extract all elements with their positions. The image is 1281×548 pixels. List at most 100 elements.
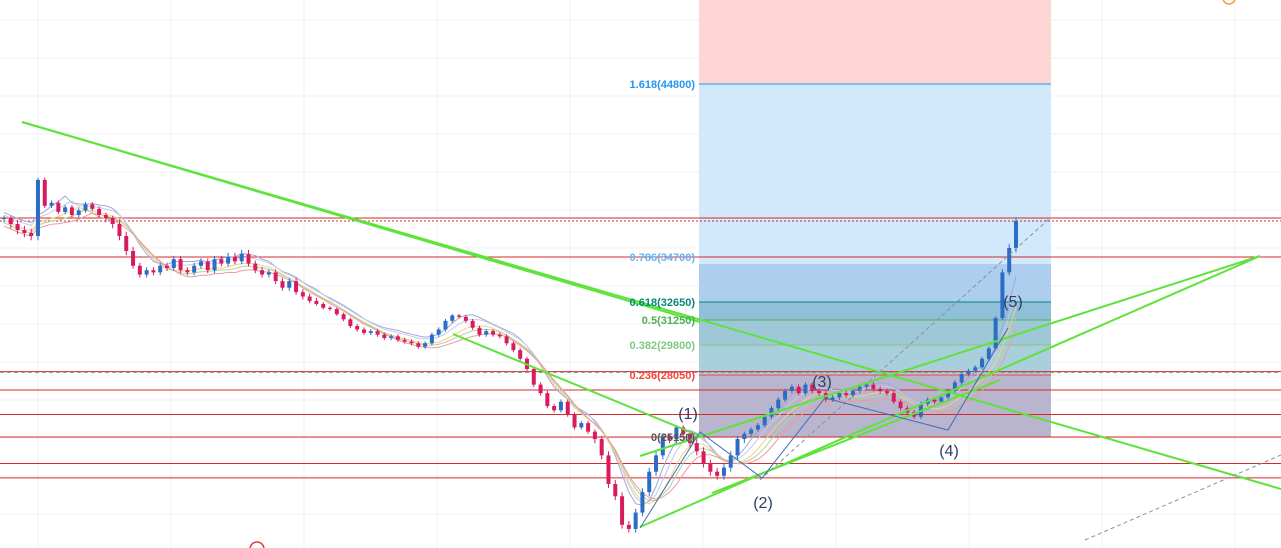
candle-body <box>69 207 74 215</box>
candle-body <box>348 319 353 327</box>
wave-label: (1) <box>678 406 698 423</box>
candle-body <box>280 281 285 288</box>
elliott-wave-path <box>639 327 1009 529</box>
candle-body <box>511 343 516 351</box>
candle-body <box>185 270 190 273</box>
candle-body <box>932 399 937 402</box>
fib-zone-red <box>699 0 1051 84</box>
candle-body <box>300 292 305 297</box>
candle-body <box>565 401 570 415</box>
candle-body <box>375 331 380 335</box>
candle-body <box>504 336 509 344</box>
candle-body <box>83 204 88 211</box>
fib-label: 0.382(29800) <box>630 340 696 352</box>
candle-body <box>266 272 271 275</box>
candle-body <box>2 218 6 219</box>
candle-body <box>144 270 149 275</box>
candle-body <box>1007 248 1012 273</box>
candle-body <box>538 384 543 394</box>
candle-body <box>368 331 373 333</box>
candle-body <box>558 401 563 411</box>
candle-body <box>654 455 659 472</box>
indicator-band <box>3 212 1017 500</box>
fib-label: 0(25150) <box>651 432 695 444</box>
candle-body <box>620 496 625 525</box>
candle-body <box>803 384 808 394</box>
candle-body <box>647 471 652 493</box>
candle-body <box>151 270 156 273</box>
candle-body <box>124 236 129 251</box>
candle-body <box>674 427 679 440</box>
candle-body <box>898 401 903 409</box>
fib-zone-05 <box>699 320 1051 345</box>
candle-body <box>226 257 231 264</box>
candle-body <box>334 309 339 315</box>
candle-body <box>457 315 462 317</box>
candle-body <box>443 320 448 330</box>
candle-body <box>599 439 604 456</box>
candle-body <box>219 259 224 264</box>
candle-body <box>389 336 394 339</box>
candle-body <box>545 393 550 406</box>
candle-body <box>708 463 713 472</box>
candle-body <box>783 391 788 400</box>
candle-body <box>260 270 265 275</box>
candle-body <box>789 386 794 392</box>
candle-body <box>484 331 489 335</box>
candle-body <box>762 416 767 426</box>
fib-zone-0786 <box>699 264 1051 302</box>
price-lines <box>0 217 1281 479</box>
candle-body <box>328 307 333 310</box>
candle-body <box>993 318 998 349</box>
fib-label: 0.786(34700) <box>630 252 696 264</box>
wave-labels: (1) (2) (3) (4) (5) <box>678 294 1023 512</box>
candle-body <box>287 281 292 288</box>
candle-body <box>572 414 577 428</box>
candle-body <box>239 254 244 262</box>
candle-body <box>837 393 842 398</box>
candle-body <box>42 179 47 206</box>
time-marker-icon[interactable] <box>249 541 265 548</box>
candle-body <box>450 315 455 321</box>
candle-body <box>667 435 672 440</box>
candle-body <box>939 397 944 402</box>
candle-body <box>253 263 258 271</box>
candle-body <box>742 433 747 440</box>
candle-body <box>117 224 122 236</box>
candle-body <box>973 367 978 371</box>
candle-body <box>395 336 400 340</box>
fib-zone-0618 <box>699 302 1051 320</box>
candle-body <box>1000 272 1005 319</box>
candle-body <box>844 393 849 396</box>
candle-body <box>660 435 665 456</box>
candle-body <box>321 303 326 308</box>
candle-body <box>409 341 414 344</box>
candle-body <box>850 391 855 396</box>
candle-body <box>402 339 407 342</box>
candle-body <box>361 329 366 333</box>
candle-body <box>986 348 991 359</box>
trend-line <box>639 255 1261 528</box>
candle-body <box>8 218 13 224</box>
candle-body <box>518 350 523 359</box>
candle-body <box>694 443 699 452</box>
candle-body <box>97 208 102 215</box>
candle-body <box>470 320 475 328</box>
candle-body <box>586 423 591 432</box>
candle-body <box>22 230 27 233</box>
fib-label: 1.618(44800) <box>630 79 696 91</box>
candle-body <box>294 281 299 293</box>
fib-zone <box>699 0 1051 437</box>
alert-icon[interactable] <box>1222 0 1236 5</box>
candle-body <box>56 202 61 212</box>
candle-body <box>531 369 536 385</box>
candle-body <box>171 259 176 268</box>
candle-body <box>817 391 822 394</box>
candle-body <box>137 265 142 275</box>
candle-body <box>749 429 754 434</box>
candle-body <box>633 512 638 529</box>
candle-body <box>90 204 95 209</box>
candle-body <box>592 431 597 440</box>
candle-body <box>769 408 774 417</box>
